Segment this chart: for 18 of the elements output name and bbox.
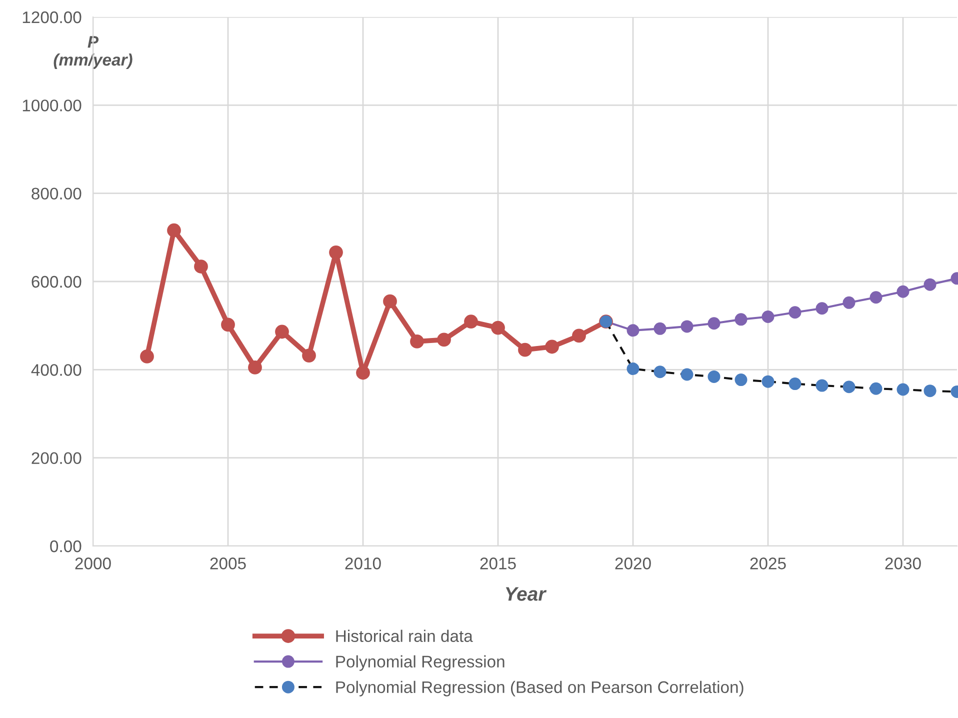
x-tick-label: 2025 <box>750 558 786 570</box>
y-tick-label: 0.00 <box>50 540 82 552</box>
y-tick-label: 1200.00 <box>22 11 82 24</box>
legend-label: Historical rain data <box>336 630 473 642</box>
y-tick-label: 600.00 <box>32 276 82 288</box>
y-tick-label: 400.00 <box>31 364 82 376</box>
x-tick-label: 2030 <box>885 558 921 570</box>
x-tick-label: 2015 <box>480 558 516 570</box>
legend-label: Polynomial Regression (Based on Pearson Correlation) <box>336 680 744 696</box>
x-tick-label: 2020 <box>615 558 651 570</box>
x-tick-label: 2010 <box>345 558 381 570</box>
legend-label: Polynomial Regression <box>336 655 504 671</box>
x-tick-label: 2005 <box>210 558 246 570</box>
y-tick-label: 1000.00 <box>22 100 82 112</box>
x-tick-label: 2000 <box>75 558 111 570</box>
y-tick-label: 200.00 <box>32 452 82 464</box>
x-axis-title: Year <box>506 587 547 601</box>
y-tick-label: 800.00 <box>32 188 82 200</box>
